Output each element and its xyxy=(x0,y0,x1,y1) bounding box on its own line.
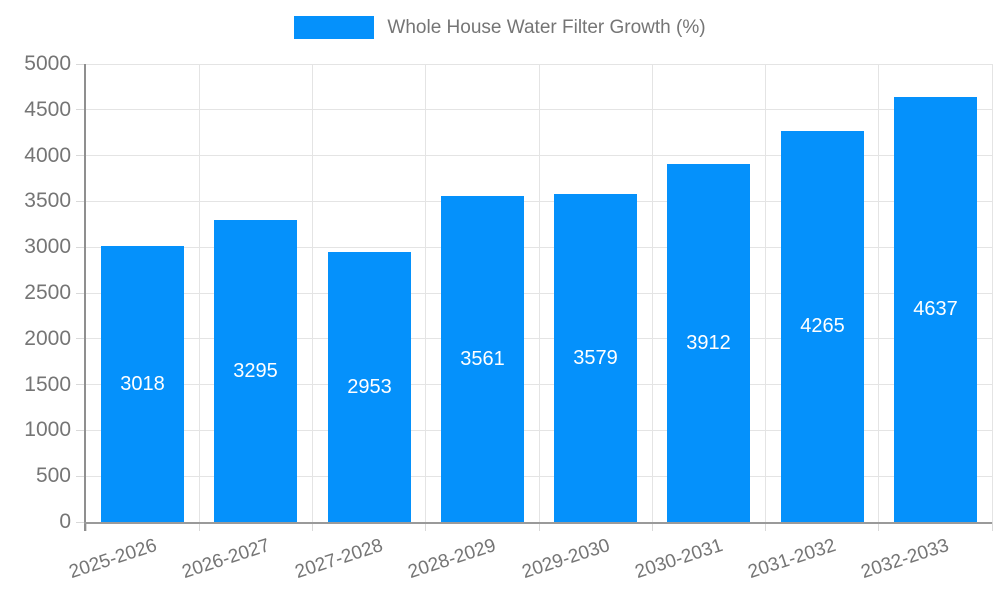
legend-label: Whole House Water Filter Growth (%) xyxy=(387,16,706,38)
y-tick-mark xyxy=(76,475,84,477)
bar: 3579 xyxy=(554,194,637,522)
x-tick-mark xyxy=(198,522,200,531)
bar: 4637 xyxy=(894,97,977,522)
bar-value-label: 3579 xyxy=(573,346,618,369)
y-tick-mark xyxy=(76,384,84,386)
x-tick-mark xyxy=(651,522,653,531)
y-axis-tick-label: 0 xyxy=(59,510,71,533)
y-tick-mark xyxy=(76,109,84,111)
bar-value-label: 4637 xyxy=(913,298,958,320)
gridline-vertical xyxy=(878,64,880,522)
bar: 3295 xyxy=(214,220,297,522)
bar: 4265 xyxy=(781,131,864,522)
y-axis-tick-label: 2500 xyxy=(24,281,71,304)
legend[interactable]: Whole House Water Filter Growth (%) xyxy=(0,16,1000,39)
y-axis-tick-label: 3500 xyxy=(24,189,71,213)
x-axis-line xyxy=(84,522,992,524)
y-axis-tick-label: 3000 xyxy=(24,235,71,259)
y-axis-tick-label: 5000 xyxy=(24,52,71,75)
bar: 3912 xyxy=(667,164,750,522)
y-tick-mark xyxy=(76,200,84,202)
gridline-vertical xyxy=(991,64,993,522)
y-axis-tick-label: 4000 xyxy=(24,143,71,167)
bar-value-label: 2953 xyxy=(347,375,392,398)
x-tick-mark xyxy=(538,522,540,531)
bar-value-label: 3295 xyxy=(233,359,278,382)
gridline-vertical xyxy=(538,64,540,522)
gridline-vertical xyxy=(425,64,427,522)
y-axis-tick-label: 4500 xyxy=(24,97,71,121)
bar-value-label: 3561 xyxy=(460,347,505,370)
y-axis-line xyxy=(84,64,86,531)
bar-value-label: 4265 xyxy=(800,315,845,337)
gridline-vertical xyxy=(651,64,653,522)
bar: 3018 xyxy=(101,246,184,522)
y-axis-tick-label: 2000 xyxy=(24,326,71,350)
x-tick-mark xyxy=(878,522,880,531)
bar-value-label: 3018 xyxy=(120,372,165,395)
x-tick-mark xyxy=(312,522,313,531)
bar: 3561 xyxy=(441,196,524,522)
y-tick-mark xyxy=(76,429,84,431)
y-axis-tick-label: 1000 xyxy=(24,418,71,442)
plot-area: 0 500 1000 1500 2000 2500 3000 3500 4000 4500 5000… xyxy=(24,52,993,583)
x-tick-mark xyxy=(425,522,427,531)
x-tick-mark xyxy=(991,522,993,531)
gridline-vertical xyxy=(312,64,313,522)
x-tick-mark xyxy=(85,522,87,531)
y-axis-tick-label: 1500 xyxy=(24,372,71,396)
y-tick-mark xyxy=(76,246,84,248)
bar-value-label: 3912 xyxy=(686,331,731,354)
legend-swatch xyxy=(294,16,375,39)
gridline-vertical xyxy=(765,64,766,522)
y-tick-mark xyxy=(76,155,84,157)
y-axis-tick-label: 500 xyxy=(35,464,71,488)
bar: 2953 xyxy=(328,252,411,522)
gridline-vertical xyxy=(198,64,200,522)
y-tick-mark xyxy=(76,338,84,340)
y-tick-mark xyxy=(76,521,84,523)
y-tick-mark xyxy=(76,292,84,294)
y-tick-mark xyxy=(76,63,84,65)
x-tick-mark xyxy=(765,522,766,531)
